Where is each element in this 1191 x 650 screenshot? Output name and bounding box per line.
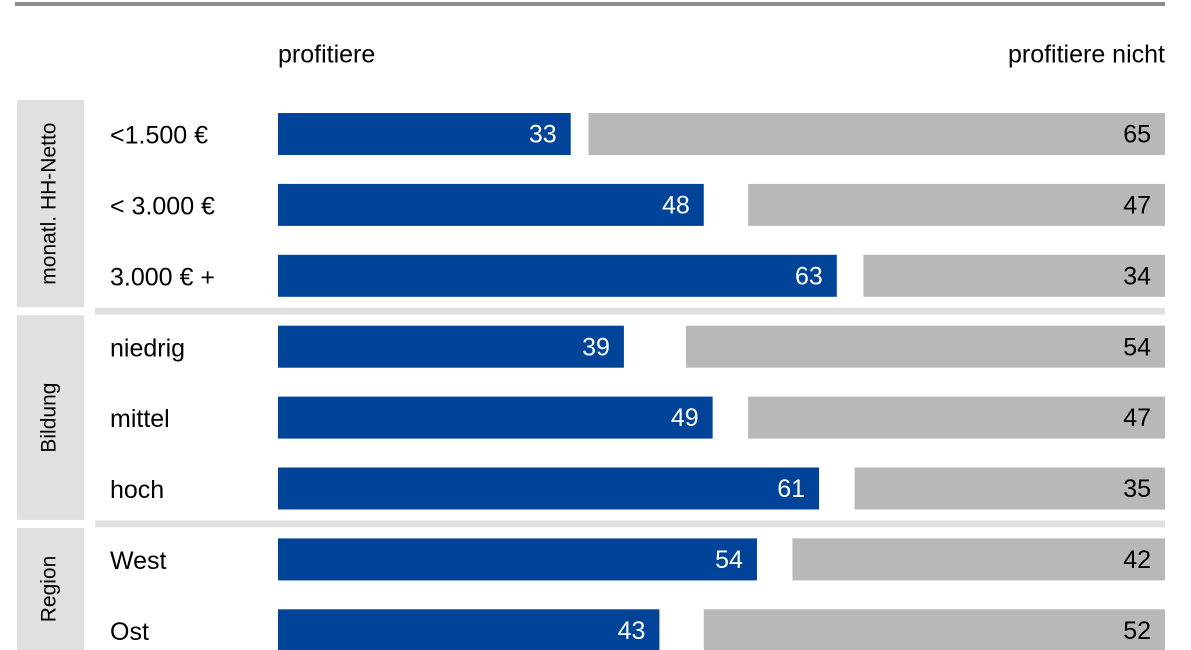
- bar: [686, 325, 1165, 368]
- category-label: < 3.000 €: [110, 193, 215, 221]
- category-label: hoch: [110, 476, 164, 504]
- value-label: 35: [1123, 475, 1151, 503]
- series-header: profitiere: [278, 41, 375, 69]
- bar: [278, 609, 660, 650]
- group-box: [17, 315, 84, 520]
- bar: [703, 609, 1165, 650]
- group-separator: [95, 307, 1165, 315]
- value-label: 49: [671, 404, 699, 432]
- value-label: 43: [618, 617, 646, 645]
- value-label: 63: [795, 262, 823, 290]
- group-label: Bildung: [38, 383, 61, 453]
- value-label: 54: [1123, 333, 1151, 361]
- bar: [278, 113, 571, 155]
- group-box: [17, 100, 84, 308]
- bar: [278, 183, 704, 226]
- group-label: Region: [38, 556, 61, 623]
- value-label: 61: [777, 475, 805, 503]
- value-label: 34: [1123, 262, 1151, 290]
- bar: [278, 538, 757, 581]
- value-label: 39: [582, 333, 610, 361]
- bar: [792, 538, 1165, 581]
- group-separator: [95, 520, 1165, 528]
- category-label: niedrig: [110, 334, 185, 362]
- bar: [863, 254, 1165, 297]
- value-label: 42: [1123, 546, 1151, 574]
- value-label: 47: [1123, 404, 1151, 432]
- bar: [278, 396, 713, 439]
- value-label: 52: [1123, 617, 1151, 645]
- top-rule: [15, 2, 1165, 6]
- value-label: 47: [1123, 192, 1151, 220]
- value-label: 33: [529, 121, 557, 149]
- bar: [278, 254, 837, 297]
- group-label: monatl. HH-Netto: [38, 123, 61, 285]
- category-label: mittel: [110, 405, 170, 433]
- value-label: 65: [1123, 121, 1151, 149]
- value-label: 48: [662, 192, 690, 220]
- bar: [854, 467, 1165, 510]
- series-header: profitiere nicht: [1008, 41, 1165, 69]
- bar: [748, 396, 1165, 439]
- group-box: [17, 527, 84, 650]
- bar: [278, 467, 820, 510]
- category-label: <1.500 €: [110, 122, 208, 150]
- value-label: 54: [715, 546, 743, 574]
- bar: [278, 325, 624, 368]
- bar: [748, 183, 1165, 226]
- category-label: 3.000 € +: [110, 263, 215, 291]
- category-label: West: [110, 547, 167, 575]
- bar: [588, 113, 1165, 155]
- category-label: Ost: [110, 618, 149, 646]
